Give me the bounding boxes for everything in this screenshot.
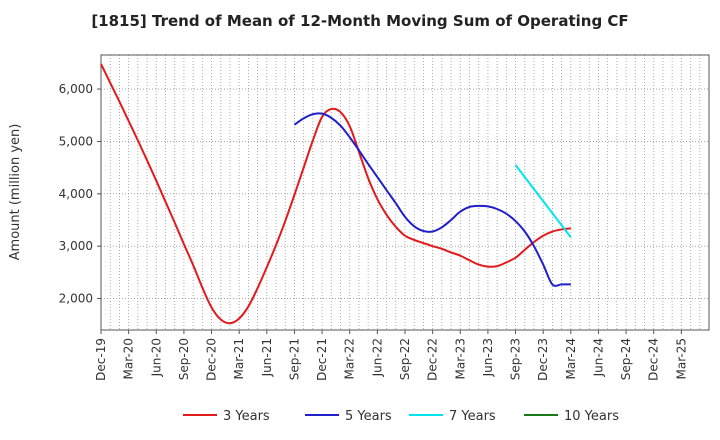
grid-lines [101, 55, 709, 330]
x-tick-label: Dec-24 [647, 338, 661, 381]
legend-label-10-years: 10 Years [564, 409, 619, 424]
x-tick-label: Mar-25 [674, 338, 688, 379]
series-line-5-years [293, 112, 571, 287]
y-axis-label: Amount (million yen) [8, 124, 23, 261]
x-tick-label: Dec-20 [205, 338, 219, 381]
x-axis-ticks: Dec-19 Mar-20 Jun-20 Sep-20 Dec-20 Mar-21 Jun-… [94, 330, 688, 381]
y-tick-label: 6,000 [59, 82, 93, 96]
legend: 3 Years 5 Years 7 Years 10 Years [183, 409, 619, 424]
x-tick-label: Dec-19 [94, 338, 108, 381]
legend-label-7-years: 7 Years [449, 409, 496, 424]
x-tick-label: Sep-21 [287, 338, 301, 380]
x-tick-label: Dec-22 [426, 338, 440, 381]
x-tick-label: Mar-22 [343, 338, 357, 379]
series-line-7-years [514, 164, 572, 238]
legend-label-3-years: 3 Years [223, 409, 270, 424]
plot-frame [100, 54, 710, 331]
x-tick-label: Mar-23 [453, 338, 467, 379]
y-tick-label: 2,000 [59, 292, 93, 306]
legend-label-5-years: 5 Years [345, 409, 392, 424]
x-tick-label: Jun-20 [149, 338, 163, 377]
x-tick-label: Dec-23 [536, 338, 550, 381]
x-tick-label: Jun-21 [260, 338, 274, 377]
y-axis-ticks: 2,000 3,000 4,000 5,000 6,000 [59, 82, 101, 306]
y-tick-label: 3,000 [59, 239, 93, 253]
x-tick-label: Jun-23 [481, 338, 495, 377]
x-tick-label: Jun-24 [591, 338, 605, 377]
x-tick-label: Mar-24 [564, 338, 578, 379]
x-tick-label: Jun-22 [370, 338, 384, 377]
y-tick-label: 5,000 [59, 134, 93, 148]
chart-title: [1815] Trend of Mean of 12-Month Moving … [91, 12, 629, 30]
x-tick-label: Mar-21 [232, 338, 246, 379]
y-tick-label: 4,000 [59, 187, 93, 201]
x-tick-label: Sep-24 [619, 338, 633, 380]
x-tick-label: Sep-23 [509, 338, 523, 380]
x-tick-label: Sep-20 [177, 338, 191, 380]
x-tick-label: Dec-21 [315, 338, 329, 381]
series-line-3-years [100, 63, 571, 325]
series-lines [100, 63, 572, 325]
x-tick-label: Mar-20 [122, 338, 136, 379]
x-tick-label: Sep-22 [398, 338, 412, 380]
